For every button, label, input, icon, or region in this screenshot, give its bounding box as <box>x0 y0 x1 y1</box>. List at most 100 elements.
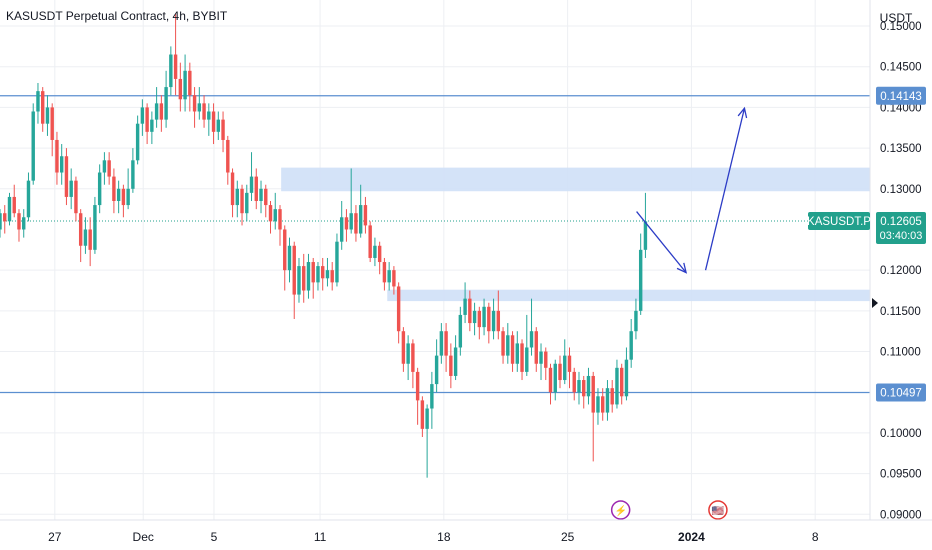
price-zone-2[interactable] <box>387 289 870 302</box>
projection-arrow-2[interactable] <box>704 108 746 271</box>
lightning-event-icon[interactable]: ⚡ <box>610 500 631 520</box>
candle-body <box>420 400 425 429</box>
candle-body <box>121 188 126 206</box>
candle-body <box>88 229 92 250</box>
x-tick-label: 11 <box>314 530 327 544</box>
candle-body <box>339 217 344 242</box>
candle-body <box>477 310 482 328</box>
y-tick-label: 0.10000 <box>880 428 922 440</box>
candle-body <box>434 355 439 385</box>
candle-body <box>638 249 643 311</box>
candle-body <box>164 87 168 120</box>
event-glyph: ⚡ <box>614 504 626 517</box>
candle-body <box>458 314 463 348</box>
candle-body <box>377 245 382 263</box>
candle-body <box>154 103 159 120</box>
candle-body <box>539 351 543 364</box>
supply-demand-zones[interactable] <box>281 167 870 302</box>
candle-body <box>463 298 467 315</box>
symbol-badge-label: KASUSDT.P <box>807 216 871 228</box>
candle-body <box>496 310 501 332</box>
candle-body <box>12 196 16 214</box>
candle-body <box>472 310 477 324</box>
candle-body <box>358 205 363 234</box>
candle-body <box>567 355 572 372</box>
x-tick-label: 2024 <box>678 530 705 544</box>
candle-body <box>444 331 448 356</box>
candle-body <box>211 111 216 132</box>
candle-body <box>197 103 202 112</box>
candle-body <box>506 335 510 356</box>
candle-body <box>382 262 387 283</box>
arrow-head-icon <box>676 262 688 274</box>
countdown-label: 03:40:03 <box>880 230 923 242</box>
y-tick-label: 0.11500 <box>880 306 921 318</box>
y-tick-label: 0.13000 <box>880 184 922 196</box>
candle-body <box>188 70 192 96</box>
candle-body <box>202 103 206 120</box>
candle-body <box>468 298 472 324</box>
candle-body <box>553 363 557 393</box>
level-price-label: 0.10497 <box>880 387 922 399</box>
currency-selector[interactable]: USDT <box>879 11 913 25</box>
price-axis-labels: 0.14143 0.10497 KASUSDT.P 0.12605 03:40:03 <box>807 86 926 402</box>
candle-body <box>430 384 434 409</box>
us-flag-event-icon[interactable]: 🇺🇸 <box>708 500 728 520</box>
candle-body <box>22 217 26 230</box>
candle-body <box>605 388 610 413</box>
event-ring <box>708 500 728 520</box>
candle-body <box>150 119 154 132</box>
x-tick-label: 27 <box>48 530 62 544</box>
candle-body <box>216 119 221 132</box>
candle-body <box>102 160 107 173</box>
candle-body <box>325 270 330 279</box>
price-zone-1[interactable] <box>281 167 870 192</box>
candle-body <box>0 213 2 230</box>
candle-body <box>491 310 496 332</box>
candle-body <box>50 107 54 140</box>
candle-body <box>401 331 406 364</box>
candle-body <box>192 95 197 112</box>
candle-body <box>69 180 73 197</box>
candle-body <box>268 205 273 222</box>
candle-body <box>273 209 277 222</box>
symbol-badge <box>808 211 870 230</box>
candle-body <box>596 396 600 413</box>
y-tick-label: 0.09500 <box>880 469 922 481</box>
candle-body <box>55 139 59 173</box>
y-tick-label: 0.11000 <box>880 347 921 359</box>
candle-body <box>83 229 88 246</box>
candle-body <box>629 331 633 360</box>
candle-body <box>78 213 83 246</box>
axis-marker-icon <box>872 298 878 308</box>
candle-body <box>548 367 553 393</box>
candle-body <box>634 310 638 332</box>
price-axis[interactable]: 0.15000 0.14500 0.14000 0.13500 0.13000 0.120… <box>880 21 922 521</box>
candle-body <box>501 331 505 356</box>
candle-body <box>264 188 268 206</box>
candle-body <box>411 343 415 372</box>
candle-body <box>173 54 178 79</box>
y-tick-label: 0.14000 <box>880 102 922 114</box>
projection-arrows[interactable] <box>636 106 748 274</box>
candle-body <box>31 111 35 181</box>
y-tick-label: 0.12000 <box>880 265 922 277</box>
event-markers[interactable]: ⚡ 🇺🇸 <box>610 500 728 520</box>
candle-body <box>254 176 258 202</box>
candle-body <box>415 371 420 401</box>
candle-body <box>178 78 183 100</box>
candle-body <box>107 160 111 177</box>
candle-body <box>563 355 567 381</box>
candle-body <box>482 306 486 328</box>
candle-body <box>302 266 306 291</box>
candle-body <box>515 343 519 364</box>
candle-body <box>591 375 595 413</box>
x-tick-label: Dec <box>133 530 154 544</box>
horizontal-level-lines[interactable] <box>0 95 870 394</box>
candle-body <box>283 229 287 271</box>
time-axis[interactable]: 27 Dec 5 11 18 25 2024 8 <box>48 530 819 544</box>
candle-body <box>169 54 173 88</box>
projection-arrow-1[interactable] <box>636 211 687 274</box>
